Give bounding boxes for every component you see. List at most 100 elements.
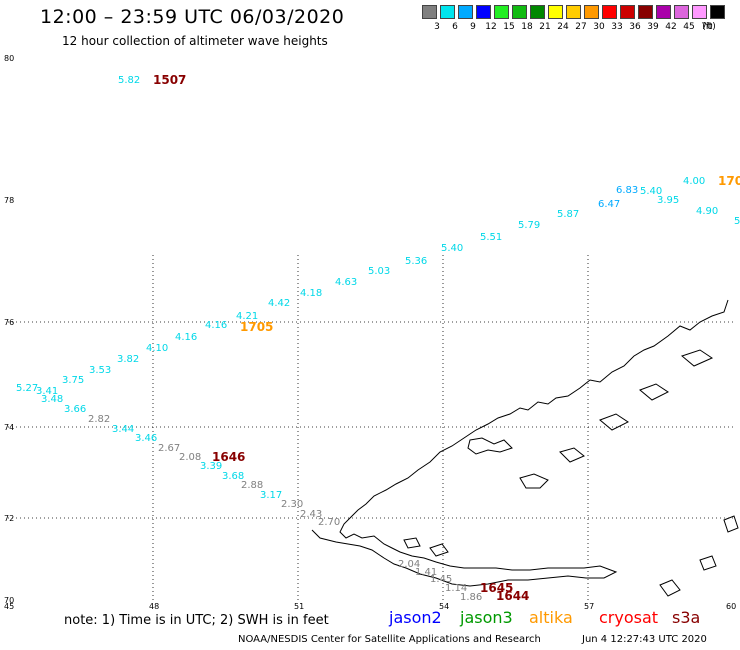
wave-height-reading: 5.40 [441,243,463,254]
page-subtitle: 12 hour collection of altimeter wave hei… [62,34,328,48]
wave-height-reading: 2.67 [158,443,180,454]
wave-height-reading: 3.39 [200,461,222,472]
longitude-label: 48 [149,602,159,611]
legend-label: 12 [485,22,497,32]
longitude-label: 60 [726,602,736,611]
wave-height-reading: 2.04 [398,559,420,570]
wave-height-reading: 5.51 [480,232,502,243]
generated-timestamp: Jun 4 12:27:43 UTC 2020 [582,634,707,645]
pass-time-label: 170 [718,174,740,188]
wave-height-reading: 1.86 [460,592,482,603]
wave-height-reading: 4.18 [300,288,322,299]
wave-height-reading: 1.41 [415,567,437,578]
wave-height-reading: 3.66 [64,404,86,415]
wave-height-reading: 6.47 [598,199,620,210]
legend-swatch [566,5,581,19]
legend-label: 3 [434,22,440,32]
latitude-label: 76 [4,318,14,327]
satellite-cryosat: cryosat [599,608,659,627]
wave-height-reading: 2.30 [281,499,303,510]
legend-swatch [656,5,671,19]
satellite-s3a: s3a [672,608,701,627]
legend-label: 45 [683,22,695,32]
legend-label: 30 [593,22,605,32]
wave-height-reading: 3.82 [117,354,139,365]
wave-height-reading: 3.48 [41,394,63,405]
wave-height-reading: 4.00 [683,176,705,187]
legend-swatch [422,5,437,19]
legend-unit: (ft) [702,22,716,32]
satellite-altika: altika [529,608,573,627]
wave-height-reading: 3.75 [62,375,84,386]
legend-swatch [584,5,599,19]
legend-swatch [494,5,509,19]
wave-height-reading: 3.53 [89,365,111,376]
longitude-label: 51 [294,602,304,611]
longitude-label: 54 [439,602,449,611]
wave-height-reading: 4.16 [175,332,197,343]
legend-label: 70 [701,22,713,32]
legend-label: 39 [647,22,659,32]
legend-swatch [476,5,491,19]
pass-time-label: 1507 [153,73,186,87]
wave-height-reading: 5.87 [557,209,579,220]
wave-height-reading: 5.27 [16,383,38,394]
wave-height-reading: 6.83 [616,185,638,196]
legend-label: 18 [521,22,533,32]
legend-label: 27 [575,22,587,32]
latitude-label: 78 [4,196,14,205]
legend-swatch [512,5,527,19]
coastline [311,299,739,597]
wave-height-reading: 5.36 [405,256,427,267]
legend-label: 21 [539,22,551,32]
wave-height-reading: 1.45 [430,574,452,585]
graticule [8,255,735,600]
pass-time-label: 1644 [496,589,529,603]
legend-label: 15 [503,22,515,32]
wave-height-reading: 4.63 [335,277,357,288]
latitude-label: 72 [4,514,14,523]
wave-height-reading: 5.82 [118,75,140,86]
wave-height-reading: 3.68 [222,471,244,482]
legend-swatch [620,5,635,19]
wave-height-reading: 4.90 [696,206,718,217]
wave-height-reading: 4.16 [205,320,227,331]
wave-height-reading: 4.10 [146,343,168,354]
legend-label: 42 [665,22,677,32]
longitude-label: 57 [584,602,594,611]
wave-height-reading: 5.40 [640,186,662,197]
pass-time-label: 1705 [240,320,273,334]
latitude-label: 74 [4,423,14,432]
legend-swatch [710,5,725,19]
wave-height-reading: 2.43 [300,509,322,520]
legend-swatch [638,5,653,19]
wave-height-reading: 2.88 [241,480,263,491]
pass-time-label: 1646 [212,450,245,464]
legend-swatch [602,5,617,19]
latitude-label: 70 [4,596,14,605]
page-title: 12:00 – 23:59 UTC 06/03/2020 [40,6,345,28]
wave-height-reading: 5 [734,216,740,227]
credit-line: NOAA/NESDIS Center for Satellite Applica… [238,634,541,645]
legend-swatch [530,5,545,19]
wave-height-reading: 2.70 [318,517,340,528]
wave-height-reading: 2.82 [88,414,110,425]
satellite-jason2: jason2 [389,608,442,627]
wave-height-reading: 3.17 [260,490,282,501]
wave-height-reading: 3.46 [135,433,157,444]
legend-label: 36 [629,22,641,32]
latitude-label: 80 [4,54,14,63]
wave-height-reading: 1.14 [445,583,467,594]
footnote: note: 1) Time is in UTC; 2) SWH is in fe… [64,613,329,628]
wave-height-reading: 3.41 [36,386,58,397]
wave-height-reading: 4.21 [236,311,258,322]
legend-label: 24 [557,22,569,32]
wave-height-reading: 2.08 [179,452,201,463]
wave-height-reading: 5.03 [368,266,390,277]
wave-height-reading: 5.79 [518,220,540,231]
wave-height-reading: 3.44 [112,424,134,435]
legend-swatch [692,5,707,19]
legend-swatch [674,5,689,19]
pass-time-label: 1645 [480,581,513,595]
